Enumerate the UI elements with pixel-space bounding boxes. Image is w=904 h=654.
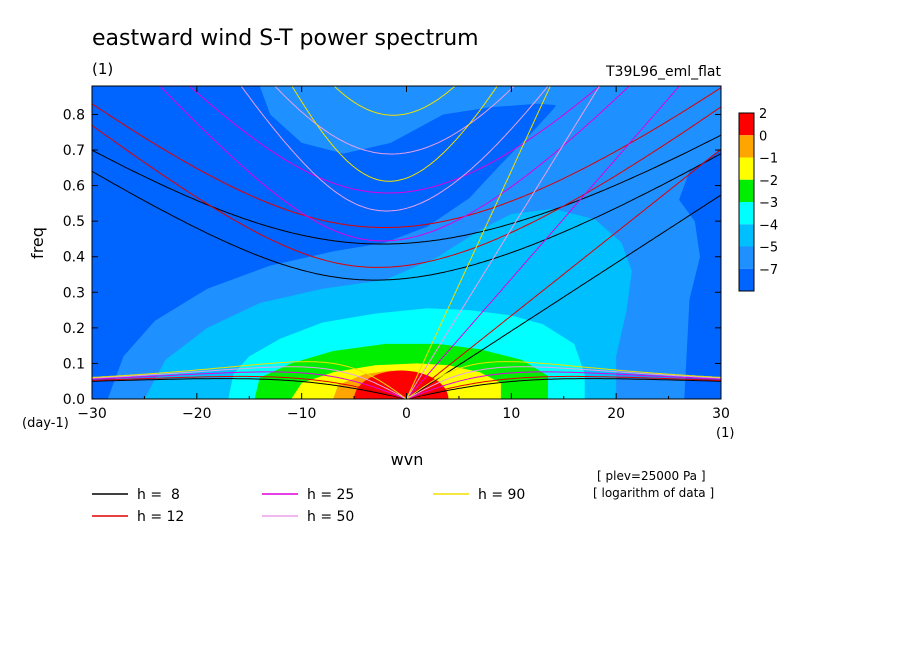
dispersion-h90-rossby: [92, 361, 721, 399]
x-axis-label: wvn: [391, 450, 424, 469]
x-tick-label: −30: [77, 406, 107, 422]
y-tick-label: 0.7: [63, 143, 85, 159]
colorbar-swatch: [739, 202, 754, 225]
y-tick-label: 0.6: [63, 179, 85, 195]
colorbar-label: −5: [759, 241, 778, 256]
dispersion-h50-kelvin: [406, 86, 601, 399]
dispersion-h50-ig2: [274, 86, 515, 155]
dispersion-h90-ig1: [291, 86, 498, 182]
colorbar-label: −3: [759, 196, 778, 211]
colorbar-swatch: [739, 246, 754, 269]
note-plev: [ plev=25000 Pa ]: [597, 469, 706, 483]
legend-label-h50: h = 50: [307, 509, 354, 525]
dispersion-h25-rossby: [92, 371, 721, 399]
colorbar-label: −7: [759, 263, 778, 278]
colorbar-swatch: [739, 268, 754, 291]
dispersion-h12-ig1: [92, 106, 721, 268]
chart-title: eastward wind S-T power spectrum: [92, 26, 479, 51]
dispersion-h8-kelvin: [406, 194, 721, 399]
x-tick-label: 20: [607, 406, 625, 422]
dispersion-h12-ig2: [92, 87, 721, 228]
colorbar-swatch: [739, 135, 754, 158]
dispersion-h8-rossby: [92, 378, 721, 399]
dispersion-h50-rossby: [92, 366, 721, 399]
y-axis-label: freq: [28, 227, 47, 259]
dispersion-h12-kelvin: [406, 148, 721, 399]
y-axis-unit: (day-1): [22, 416, 69, 431]
colorbar-label: −4: [759, 218, 778, 233]
dispersion-h25-ig2: [188, 86, 601, 194]
y-tick-label: 0.4: [63, 250, 85, 266]
y-tick-label: 0.1: [63, 356, 85, 372]
colorbar-label: 2: [759, 107, 767, 122]
legend-label-h8: h = 8: [137, 487, 180, 503]
dispersion-h50-ig1: [240, 86, 549, 212]
chart-subtitle-left: (1): [92, 60, 113, 78]
x-tick-label: 30: [712, 406, 730, 422]
colorbar-label: 0: [759, 129, 767, 144]
y-tick-label: 0.2: [63, 321, 85, 337]
x-axis-unit: (1): [716, 426, 734, 441]
dispersion-h90-ig2: [333, 86, 456, 116]
y-tick-label: 0.5: [63, 214, 85, 230]
x-tick-label: 0: [402, 406, 411, 422]
x-tick-label: −10: [287, 406, 317, 422]
colorbar-swatch: [739, 113, 754, 136]
y-tick-label: 0.0: [63, 392, 85, 408]
legend-label-h90: h = 90: [478, 487, 525, 503]
chart-subtitle-right: T39L96_eml_flat: [605, 64, 722, 80]
colorbar-swatch: [739, 179, 754, 202]
note-logarithm: [ logarithm of data ]: [593, 486, 714, 500]
dispersion-h8-ig2: [92, 134, 721, 245]
dispersion-h25-kelvin: [406, 86, 681, 399]
dispersion-h25-ig1: [159, 86, 630, 242]
colorbar-swatch: [739, 224, 754, 247]
y-tick-label: 0.3: [63, 285, 85, 301]
colorbar-frame: [738, 112, 755, 292]
x-axis: −30 −20 −10 0 10 20 30: [77, 86, 730, 422]
y-axis: 0.0 0.1 0.2 0.3 0.4 0.5 0.6 0.7 0.8: [63, 107, 721, 408]
colorbar: 2 0 −1 −2 −3 −4 −5 −7: [738, 107, 778, 292]
dispersion-h8-ig1: [92, 153, 721, 281]
dispersion-h90-kelvin: [406, 86, 551, 399]
colorbar-label: −2: [759, 174, 778, 189]
legend-label-h25: h = 25: [307, 487, 354, 503]
x-tick-label: −20: [182, 406, 212, 422]
colorbar-label: −1: [759, 152, 778, 167]
legend-label-h12: h = 12: [137, 509, 184, 525]
y-tick-label: 0.8: [63, 107, 85, 123]
legend: h = 8 h = 12 h = 25 h = 50 h = 90: [92, 487, 525, 525]
x-tick-label: 10: [502, 406, 520, 422]
dispersion-h12-rossby: [92, 375, 721, 399]
colorbar-swatch: [739, 157, 754, 180]
plot-area: [92, 86, 721, 399]
